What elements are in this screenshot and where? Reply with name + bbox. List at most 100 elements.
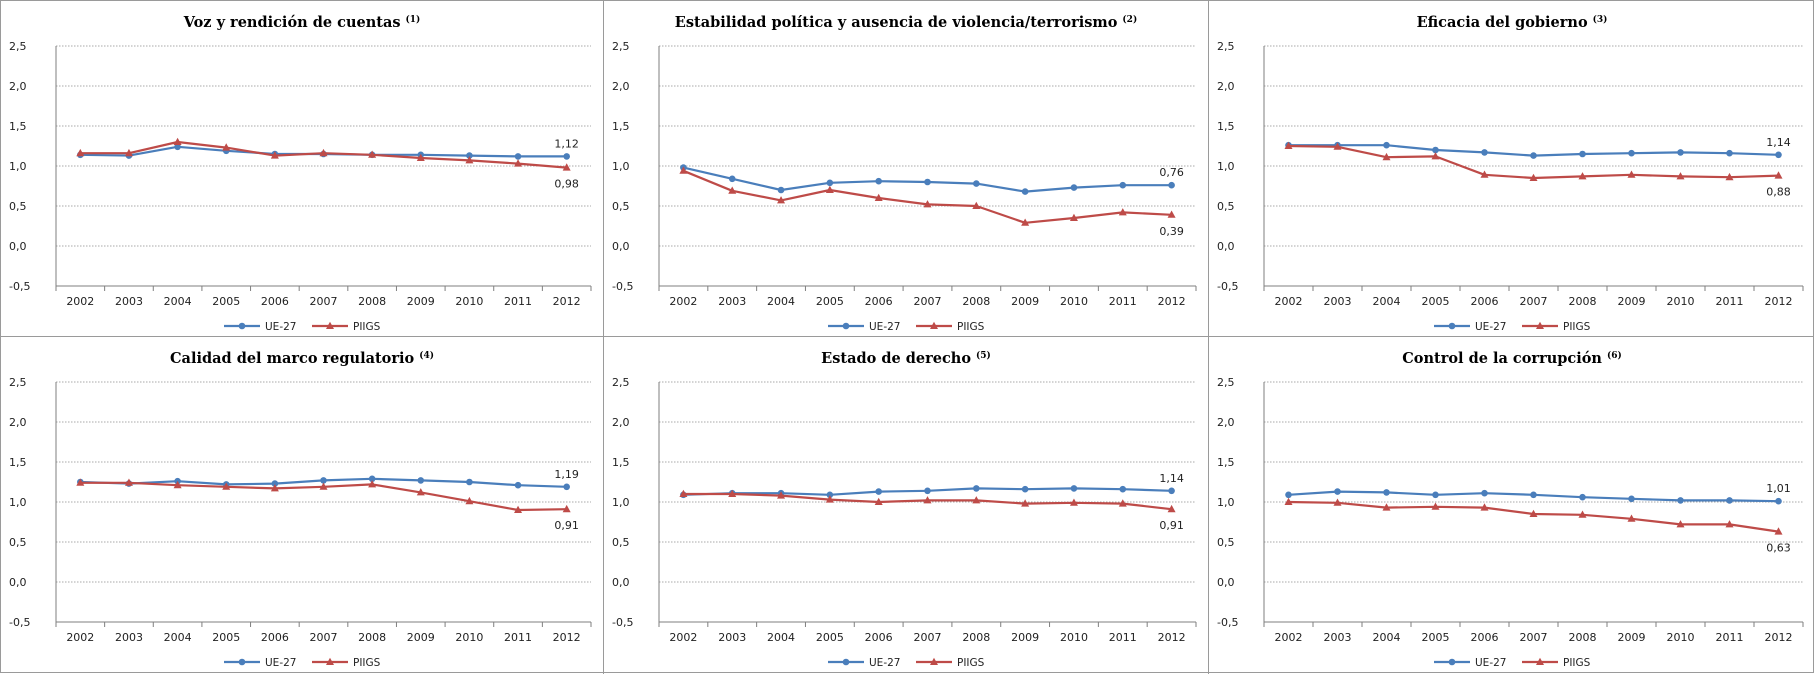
data-point — [416, 153, 425, 161]
data-label: 0,91 — [554, 519, 579, 532]
data-point — [973, 485, 980, 492]
data-point — [1725, 172, 1734, 181]
chart-title-note: (2) — [1122, 14, 1137, 25]
data-point — [417, 477, 425, 484]
data-point — [562, 163, 571, 171]
chart-title-note: (5) — [976, 350, 991, 361]
y-tick-label: 0,0 — [1217, 576, 1235, 589]
x-tick-label: 2006 — [261, 295, 289, 308]
data-point — [514, 505, 523, 513]
data-label: 0,88 — [1766, 186, 1791, 199]
data-point — [1382, 152, 1391, 161]
data-point — [466, 152, 473, 159]
y-tick-label: 0,5 — [9, 200, 27, 213]
x-tick-label: 2012 — [1765, 295, 1793, 308]
data-point — [1383, 141, 1390, 149]
x-tick-label: 2011 — [504, 631, 532, 644]
y-tick-label: 0,5 — [1217, 536, 1235, 549]
data-point — [1480, 503, 1489, 511]
legend-label: UE-27 — [1475, 321, 1506, 333]
x-tick-label: 2012 — [1158, 631, 1186, 644]
data-point — [1529, 509, 1538, 517]
legend-marker — [1536, 657, 1544, 665]
data-point — [1334, 488, 1341, 495]
data-point — [1628, 149, 1635, 157]
y-tick-label: 1,0 — [1217, 496, 1235, 509]
x-tick-label: 2004 — [1373, 295, 1401, 308]
data-point — [76, 148, 85, 157]
x-tick-label: 2005 — [212, 295, 240, 308]
chart-title-note: (1) — [406, 14, 421, 25]
x-tick-label: 2007 — [914, 295, 942, 308]
x-tick-label: 2009 — [1618, 295, 1646, 308]
y-tick-label: -0,5 — [612, 280, 633, 293]
data-point — [1167, 210, 1176, 218]
x-tick-label: 2005 — [816, 295, 844, 308]
legend-label: UE-27 — [265, 321, 296, 333]
x-tick-label: 2009 — [1618, 631, 1646, 644]
legend-label: UE-27 — [869, 321, 900, 333]
data-point — [368, 150, 377, 158]
x-tick-label: 2011 — [504, 295, 532, 308]
legend-label: PIIGS — [353, 321, 381, 333]
y-tick-label: 1,5 — [612, 120, 630, 133]
x-tick-label: 2011 — [1716, 631, 1744, 644]
x-tick-label: 2005 — [816, 631, 844, 644]
data-point — [924, 178, 931, 186]
y-tick-label: -0,5 — [9, 280, 30, 293]
x-tick-label: 2003 — [115, 631, 143, 644]
chart-svg: Control de la corrupción (6) 2,5 2,0 1,5 1,0 0… — [1217, 350, 1804, 669]
x-tick-label: 2007 — [1520, 631, 1548, 644]
data-point — [1578, 172, 1587, 180]
x-tick-label: 2002 — [66, 631, 94, 644]
y-tick-label: 0,0 — [612, 240, 630, 253]
legend-marker — [1448, 322, 1456, 330]
data-point — [728, 175, 736, 183]
x-tick-label: 2004 — [164, 295, 192, 308]
legend-marker — [1448, 658, 1456, 666]
data-point — [270, 151, 279, 159]
data-point — [1070, 485, 1078, 492]
data-point — [1627, 514, 1636, 522]
data-point — [1677, 497, 1684, 504]
data-point — [1578, 510, 1587, 518]
legend-marker — [326, 657, 334, 665]
y-tick-label: 2,0 — [1217, 416, 1235, 429]
chart-svg: Calidad del marco regulatorio (4) 2,5 2,0 1,… — [9, 350, 592, 669]
series-line-piigs — [1288, 144, 1779, 180]
data-point — [1021, 218, 1030, 226]
data-point — [416, 488, 425, 496]
data-point — [514, 153, 522, 160]
x-tick-label: 2007 — [914, 631, 942, 644]
x-tick-label: 2008 — [358, 295, 386, 308]
data-point — [563, 153, 570, 160]
data-point — [1726, 149, 1733, 157]
chart-panel-6: Control de la corrupción (6) 2,5 2,0 1,5 1,0 0… — [1209, 337, 1814, 674]
x-tick-label: 2007 — [310, 295, 338, 308]
x-tick-label: 2003 — [1324, 295, 1352, 308]
x-tick-label: 2002 — [66, 295, 94, 308]
y-tick-label: 0,0 — [612, 576, 630, 589]
data-label: 0,63 — [1766, 542, 1791, 555]
data-point — [1021, 499, 1030, 507]
legend-marker — [326, 321, 334, 329]
chart-title: Voz y rendición de cuentas (1) — [183, 14, 421, 31]
data-label: 0,76 — [1159, 166, 1184, 179]
chart-title-text: Estado de derecho — [821, 350, 971, 367]
y-tick-label: 1,0 — [612, 496, 630, 509]
data-point — [1118, 208, 1127, 216]
data-point — [465, 156, 474, 164]
y-tick-label: -0,5 — [612, 616, 633, 629]
y-tick-label: 2,5 — [612, 376, 630, 389]
data-point — [173, 137, 182, 145]
chart-panel-1: Voz y rendición de cuentas (1) 2,5 2,0 1,5 1,… — [1, 1, 604, 337]
x-tick-label: 2010 — [1667, 631, 1695, 644]
data-point — [319, 482, 328, 490]
data-point — [562, 504, 571, 513]
chart-svg: Estabilidad política y ausencia de viole… — [612, 14, 1197, 333]
chart-title-text: Eficacia del gobierno — [1417, 14, 1588, 31]
data-point — [972, 201, 981, 209]
data-point — [1284, 497, 1293, 505]
data-point — [1774, 527, 1783, 535]
